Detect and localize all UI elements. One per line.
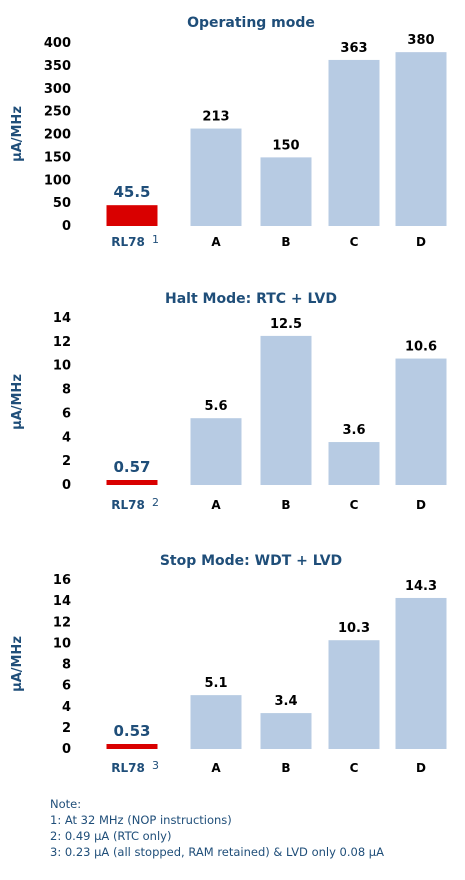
y-tick-label: 4: [62, 700, 71, 715]
bar-rl78: [106, 480, 158, 485]
data-label: 213: [202, 110, 229, 125]
bar-rl78: [106, 205, 158, 226]
data-label: 150: [272, 138, 299, 153]
category-label: D: [416, 235, 426, 249]
data-label: 14.3: [405, 579, 437, 594]
category-label: B: [281, 235, 290, 249]
y-tick-label: 150: [44, 150, 71, 165]
bar-d: [395, 52, 447, 227]
bar-a: [190, 695, 242, 749]
data-label: 12.5: [270, 317, 302, 332]
note-line-2: 2: 0.49 µA (RTC only): [50, 829, 172, 843]
bar-a: [190, 128, 242, 226]
chart-panel-3: Stop Mode: WDT + LVD µA/MHz 0 2 4 6 8 10 12 14 16 0…: [10, 553, 447, 775]
bar-a: [190, 418, 242, 485]
note-line-1: 1: At 32 MHz (NOP instructions): [50, 813, 232, 827]
y-tick-label: 300: [44, 82, 71, 97]
category-label: B: [281, 761, 290, 775]
footnote-marker: 3: [152, 759, 159, 772]
y-tick-label: 0: [62, 478, 71, 493]
category-label: D: [416, 761, 426, 775]
y-tick-label: 16: [53, 573, 71, 588]
chart-panel-1: Operating mode µA/MHz 0 50 100 150 200 250 300 35…: [10, 15, 447, 249]
category-label: D: [416, 498, 426, 512]
chart-panel-2: Halt Mode: RTC + LVD µA/MHz 0 2 4 6 8 10 12 14 0.5…: [10, 291, 447, 512]
data-label: 380: [407, 33, 434, 48]
y-tick-label: 2: [62, 454, 71, 469]
data-label: 0.53: [113, 722, 150, 740]
y-tick-label: 250: [44, 105, 71, 120]
category-label: RL78: [111, 235, 145, 249]
y-tick-label: 200: [44, 128, 71, 143]
chart-title: Halt Mode: RTC + LVD: [165, 291, 337, 307]
bar-d: [395, 597, 447, 749]
data-label: 10.6: [405, 340, 437, 355]
y-tick-label: 6: [62, 406, 71, 421]
bar-b: [260, 157, 312, 226]
note-line-3: 3: 0.23 µA (all stopped, RAM retained) &…: [50, 845, 384, 859]
y-tick-label: 6: [62, 679, 71, 694]
category-label: A: [211, 761, 221, 775]
category-label: C: [350, 235, 359, 249]
data-label: 5.6: [204, 399, 227, 414]
y-tick-label: 8: [62, 658, 71, 673]
y-tick-label: 8: [62, 383, 71, 398]
data-label: 10.3: [338, 621, 370, 636]
y-tick-label: 12: [53, 335, 71, 350]
bar-c: [328, 640, 380, 749]
chart-title: Operating mode: [187, 15, 315, 31]
category-label: RL78: [111, 761, 145, 775]
bar-c: [328, 59, 380, 226]
y-tick-label: 14: [53, 311, 71, 326]
data-label: 363: [340, 41, 367, 56]
footnote-marker: 1: [152, 233, 159, 246]
y-tick-label: 12: [53, 615, 71, 630]
y-tick-label: 350: [44, 59, 71, 74]
bar-b: [260, 335, 312, 485]
data-label: 3.6: [342, 423, 365, 438]
y-tick-label: 4: [62, 430, 71, 445]
category-label: C: [350, 761, 359, 775]
notes-block: Note: 1: At 32 MHz (NOP instructions) 2:…: [50, 796, 460, 860]
y-tick-label: 2: [62, 721, 71, 736]
y-axis-label: µA/MHz: [10, 106, 25, 162]
category-label: A: [211, 235, 221, 249]
notes-heading: Note:: [50, 797, 82, 811]
category-label: A: [211, 498, 221, 512]
chart-title: Stop Mode: WDT + LVD: [160, 553, 342, 569]
y-tick-label: 50: [53, 196, 71, 211]
y-tick-label: 0: [62, 219, 71, 234]
data-label: 5.1: [204, 676, 227, 691]
data-label: 3.4: [274, 694, 297, 709]
y-axis-label: µA/MHz: [10, 374, 25, 430]
y-tick-label: 0: [62, 742, 71, 757]
footnote-marker: 2: [152, 496, 159, 509]
category-label: B: [281, 498, 290, 512]
bar-d: [395, 358, 447, 485]
y-tick-label: 10: [53, 359, 71, 374]
category-label: RL78: [111, 498, 145, 512]
data-label: 0.57: [113, 458, 150, 476]
bar-c: [328, 442, 380, 485]
category-label: C: [350, 498, 359, 512]
bar-b: [260, 713, 312, 749]
bar-rl78: [106, 744, 158, 749]
y-tick-label: 10: [53, 636, 71, 651]
y-tick-label: 100: [44, 173, 71, 188]
y-axis-label: µA/MHz: [10, 636, 25, 692]
y-tick-label: 14: [53, 594, 71, 609]
data-label: 45.5: [113, 183, 150, 201]
y-tick-label: 400: [44, 36, 71, 51]
